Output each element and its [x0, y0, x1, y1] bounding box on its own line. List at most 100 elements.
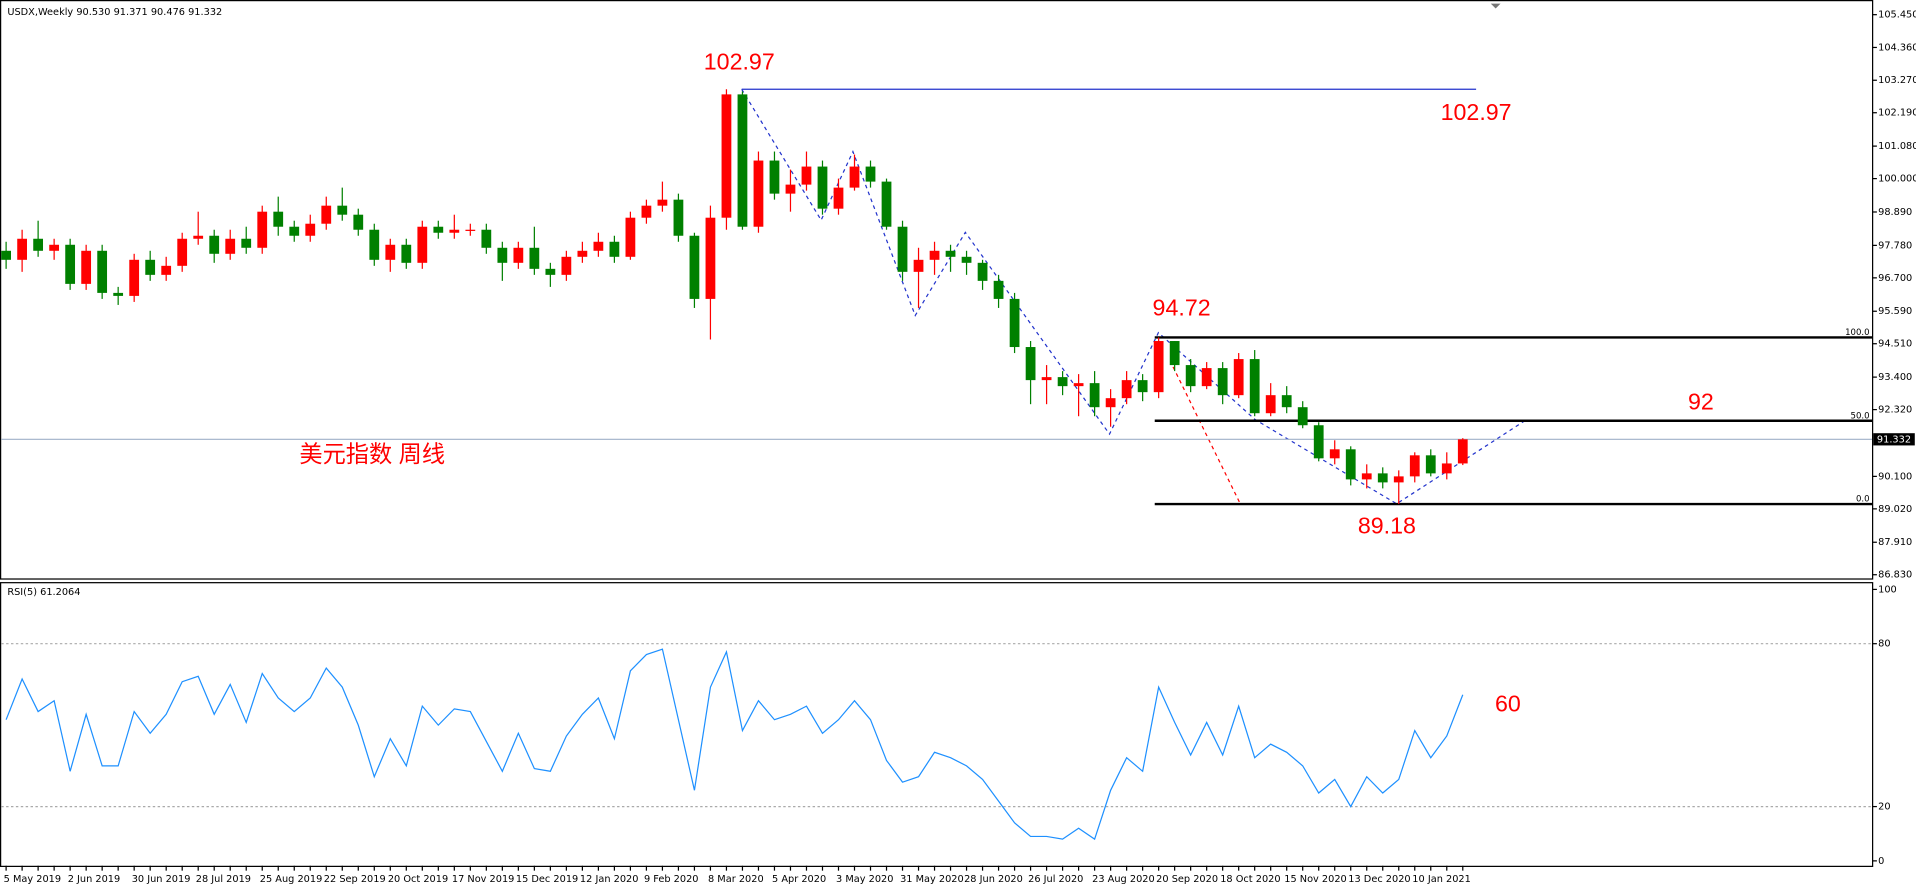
- candle-body: [1217, 368, 1228, 396]
- candle-body: [241, 238, 252, 248]
- candle-body: [385, 244, 396, 260]
- candle-body: [1009, 298, 1020, 348]
- candle-body: [897, 226, 908, 272]
- candle-body: [1345, 449, 1356, 480]
- candle-body: [97, 250, 108, 293]
- y-tick-label: 90.100: [1878, 471, 1912, 482]
- candle-body: [1313, 425, 1324, 459]
- candle-body: [673, 199, 684, 236]
- candle-body: [609, 241, 620, 257]
- candle-body: [849, 166, 860, 188]
- rsi-panel: [0, 582, 1874, 867]
- candle-body: [529, 247, 540, 269]
- candle-body: [401, 244, 412, 263]
- trend-line: [1172, 366, 1241, 505]
- candle-body: [17, 238, 28, 260]
- candle-body: [577, 250, 588, 257]
- candle-body: [1361, 473, 1372, 480]
- candle-body: [1425, 455, 1436, 474]
- candle-body: [321, 205, 332, 224]
- price-label: 91.332: [1877, 434, 1911, 445]
- candle-body: [1329, 449, 1340, 459]
- candle-body: [1121, 380, 1132, 399]
- candle-body: [1265, 395, 1276, 414]
- y-tick-label: 94.510: [1878, 339, 1912, 350]
- y-tick-label: 93.400: [1878, 372, 1912, 383]
- y-tick-label: 103.270: [1878, 75, 1916, 86]
- candle-body: [1137, 380, 1148, 393]
- y-tick-label: 96.700: [1878, 273, 1912, 284]
- zigzag: [741, 88, 1526, 505]
- candle-body: [945, 250, 956, 257]
- y-tick-label: 102.190: [1878, 108, 1916, 119]
- y-tick-label: 100: [1878, 584, 1897, 595]
- candle-body: [1249, 359, 1260, 414]
- y-tick-label: 95.590: [1878, 306, 1912, 317]
- main-panel: [0, 0, 1874, 580]
- annotation: 89.18: [1358, 512, 1416, 538]
- price-box: [1873, 433, 1915, 446]
- candle-body: [209, 235, 220, 254]
- candle-body: [977, 262, 988, 281]
- x-tick-label: 25 Aug 2019: [260, 874, 323, 885]
- candle-body: [417, 226, 428, 263]
- candle-body: [641, 205, 652, 218]
- candle-body: [1041, 377, 1052, 381]
- candle-body: [1, 250, 11, 260]
- y-tick-label: 20: [1878, 802, 1890, 813]
- rsi-line: [5, 648, 1464, 841]
- candle-body: [561, 256, 572, 275]
- candle-body: [177, 238, 188, 266]
- x-tick-label: 20 Oct 2019: [388, 874, 448, 885]
- fib-label: 0.0: [1856, 495, 1870, 505]
- candle-body: [1297, 407, 1308, 426]
- annotation: 92: [1688, 388, 1714, 414]
- candle-body: [33, 238, 44, 251]
- candle-body: [1393, 476, 1404, 483]
- x-tick-label: 10 Jan 2021: [1412, 874, 1471, 885]
- x-tick-label: 30 Jun 2019: [132, 874, 191, 885]
- candle-body: [193, 235, 204, 239]
- y-tick-label: 98.890: [1878, 207, 1912, 218]
- candle-body: [801, 166, 812, 185]
- candle-body: [81, 250, 92, 284]
- candle-body: [337, 205, 348, 215]
- candle-body: [1185, 365, 1196, 387]
- candle-body: [353, 214, 364, 230]
- candle-body: [1281, 395, 1292, 408]
- candle-body: [833, 187, 844, 209]
- x-tick-label: 26 Jul 2020: [1028, 874, 1083, 885]
- candle-body: [1105, 398, 1116, 408]
- x-tick-label: 2 Jun 2019: [68, 874, 121, 885]
- candle-body: [913, 259, 924, 272]
- annotation: 102.97: [704, 49, 775, 75]
- candle-body: [305, 223, 316, 236]
- x-tick-label: 5 Apr 2020: [772, 874, 826, 885]
- candle-body: [1377, 473, 1388, 483]
- candle-body: [433, 226, 444, 233]
- candle-body: [465, 229, 476, 231]
- candle-body: [273, 211, 284, 227]
- x-tick-label: 12 Jan 2020: [580, 874, 639, 885]
- y-tick-label: 92.320: [1878, 405, 1912, 416]
- x-tick-label: 18 Oct 2020: [1220, 874, 1280, 885]
- candle-body: [1057, 377, 1068, 387]
- candle-body: [1153, 341, 1164, 393]
- candle-body: [1201, 368, 1212, 387]
- candle-body: [449, 229, 460, 233]
- candle-body: [1073, 383, 1084, 387]
- y-tick-label: 87.910: [1878, 537, 1912, 548]
- candle-body: [961, 256, 972, 263]
- x-tick-label: 15 Nov 2020: [1284, 874, 1347, 885]
- candle-body: [1457, 439, 1468, 464]
- candle-body: [497, 247, 508, 263]
- candle-body: [881, 181, 892, 227]
- y-tick-label: 89.020: [1878, 504, 1912, 515]
- y-tick-label: 0: [1878, 856, 1884, 867]
- candle-body: [1441, 463, 1452, 474]
- candle-body: [689, 235, 700, 299]
- fib-label: 50.0: [1851, 411, 1870, 421]
- candle-body: [481, 229, 492, 248]
- annotation: 60: [1495, 690, 1521, 716]
- y-tick-label: 105.450: [1878, 10, 1916, 21]
